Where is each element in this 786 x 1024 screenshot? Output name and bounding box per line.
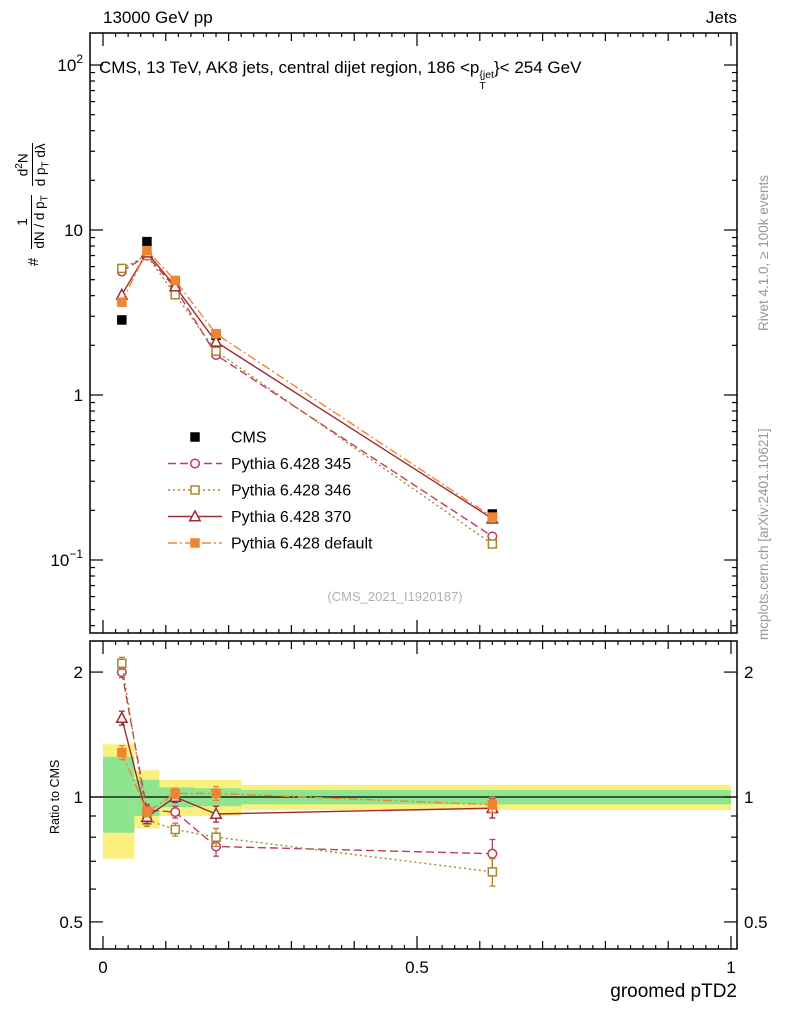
marker-square — [117, 263, 127, 274]
ratio-tick-label-right: 2 — [744, 663, 753, 682]
ratio-series-pythia-345 — [116, 666, 498, 870]
marker-square — [142, 807, 152, 817]
marker-square — [487, 539, 498, 549]
legend-label-cms: CMS — [231, 430, 267, 447]
marker-square — [211, 329, 221, 339]
legend-label-pythia-370: Pythia 6.428 370 — [231, 509, 351, 526]
ratio-tick-label-right: 1 — [744, 788, 753, 807]
plot-title: CMS, 13 TeV, AK8 jets, central dijet reg… — [99, 58, 581, 91]
marker-square — [117, 297, 127, 307]
band-inner — [103, 756, 135, 833]
ratio-axis-label: Ratio to CMS — [48, 759, 62, 834]
marker-square — [170, 824, 180, 835]
y-tick-label: 10−1 — [50, 547, 83, 570]
plot-title-prefix: CMS, 13 TeV, AK8 jets, central dijet reg… — [99, 58, 480, 77]
axis-tick-labels: 102 10 1 10−1 2 2 1 1 0.5 0.5 0 0.5 1 — [50, 52, 767, 977]
marker-circle — [170, 806, 181, 818]
fraction-2-den-sub: T — [40, 161, 52, 168]
rivet-version-label: Rivet 4.1.0, ≥ 100k events — [756, 175, 771, 331]
marker-square — [117, 747, 127, 758]
y-tick-label: 1 — [74, 386, 83, 405]
legend: CMS Pythia 6.428 345 Pythia 6.428 346 Pythi… — [168, 430, 373, 553]
fraction-1-den-text: dN / d p — [31, 201, 47, 249]
main-series-pythia-default — [117, 245, 498, 522]
marker-triangle — [188, 509, 202, 522]
marker-square — [170, 275, 180, 286]
fraction-2-numerator: d2N — [14, 143, 33, 187]
ratio-tick-label-left: 2 — [74, 663, 83, 682]
marker-triangle — [115, 710, 129, 724]
y-tick-label: 102 — [57, 52, 83, 75]
marker-square — [142, 236, 152, 247]
y-axis-label-fraction-2: d2N d pT dλ — [14, 143, 53, 187]
marker-square — [170, 788, 180, 799]
marker-square — [211, 346, 221, 357]
legend-label-pythia-346: Pythia 6.428 346 — [231, 483, 351, 500]
y-tick-label: 10 — [64, 221, 83, 240]
marker-square — [142, 245, 152, 256]
marker-square — [487, 512, 498, 522]
marker-circle — [487, 848, 498, 859]
marker-triangle — [209, 806, 223, 820]
fraction-2-num-text: d — [15, 168, 31, 177]
x-axis-label: groomed pTD2 — [610, 981, 737, 1002]
beam-energy-label: 13000 GeV pp — [103, 8, 213, 27]
mcplots-attribution-label: mcplots.cern.ch [arXiv:2401.10621] — [756, 428, 771, 640]
marker-square — [190, 432, 200, 442]
plot-title-sup: {jet — [479, 69, 494, 81]
ratio-tick-label-right: 0.5 — [744, 913, 768, 932]
fraction-1-den-sub: T — [39, 195, 51, 202]
marker-square — [170, 290, 180, 300]
fraction-2-den-post: dλ — [32, 143, 48, 162]
legend-label-pythia-345: Pythia 6.428 345 — [231, 456, 351, 473]
fraction-1-denominator: dN / d pT — [32, 195, 52, 248]
marker-square — [117, 315, 127, 325]
fraction-2-num-post: N — [15, 153, 31, 164]
marker-triangle — [168, 279, 182, 292]
marker-square — [190, 538, 200, 548]
analysis-id-watermark: (CMS_2021_I1920187) — [327, 589, 463, 604]
ratio-tick-label-left: 0.5 — [59, 913, 83, 932]
marker-square — [487, 799, 498, 810]
fraction-2-num-sup: 2 — [14, 163, 25, 169]
x-tick-label: 0.5 — [405, 958, 429, 977]
plot-title-supsub: {jet T — [479, 70, 494, 91]
analysis-group-label: Jets — [705, 8, 737, 27]
fraction-2-denominator: d pT dλ — [33, 143, 53, 186]
marker-square — [211, 832, 221, 842]
y-axis-label: # 1 dN / d pT d2N d pT dλ — [14, 143, 52, 266]
ratio-tick-label-left: 1 — [74, 788, 83, 807]
marker-square — [487, 867, 498, 877]
marker-square — [190, 485, 200, 495]
plot-title-suffix: }< 254 GeV — [493, 58, 582, 77]
fraction-2-den-text: d p — [32, 167, 48, 187]
marker-square — [211, 788, 221, 799]
fraction-1-numerator: 1 — [14, 195, 32, 249]
axis-ticks — [90, 33, 737, 949]
x-tick-label: 1 — [726, 958, 735, 977]
x-tick-label: 0 — [98, 958, 107, 977]
legend-label-pythia-default: Pythia 6.428 default — [231, 536, 373, 553]
marker-square — [117, 658, 127, 669]
plot-frames — [89, 32, 738, 950]
marker-triangle — [209, 334, 223, 347]
ratio-series-pythia-default — [117, 744, 498, 818]
plot-title-sub: T — [479, 79, 486, 92]
y-axis-label-hash: # — [24, 257, 42, 266]
marker-circle — [189, 458, 201, 469]
y-axis-label-fraction-1: 1 dN / d pT — [14, 195, 52, 249]
